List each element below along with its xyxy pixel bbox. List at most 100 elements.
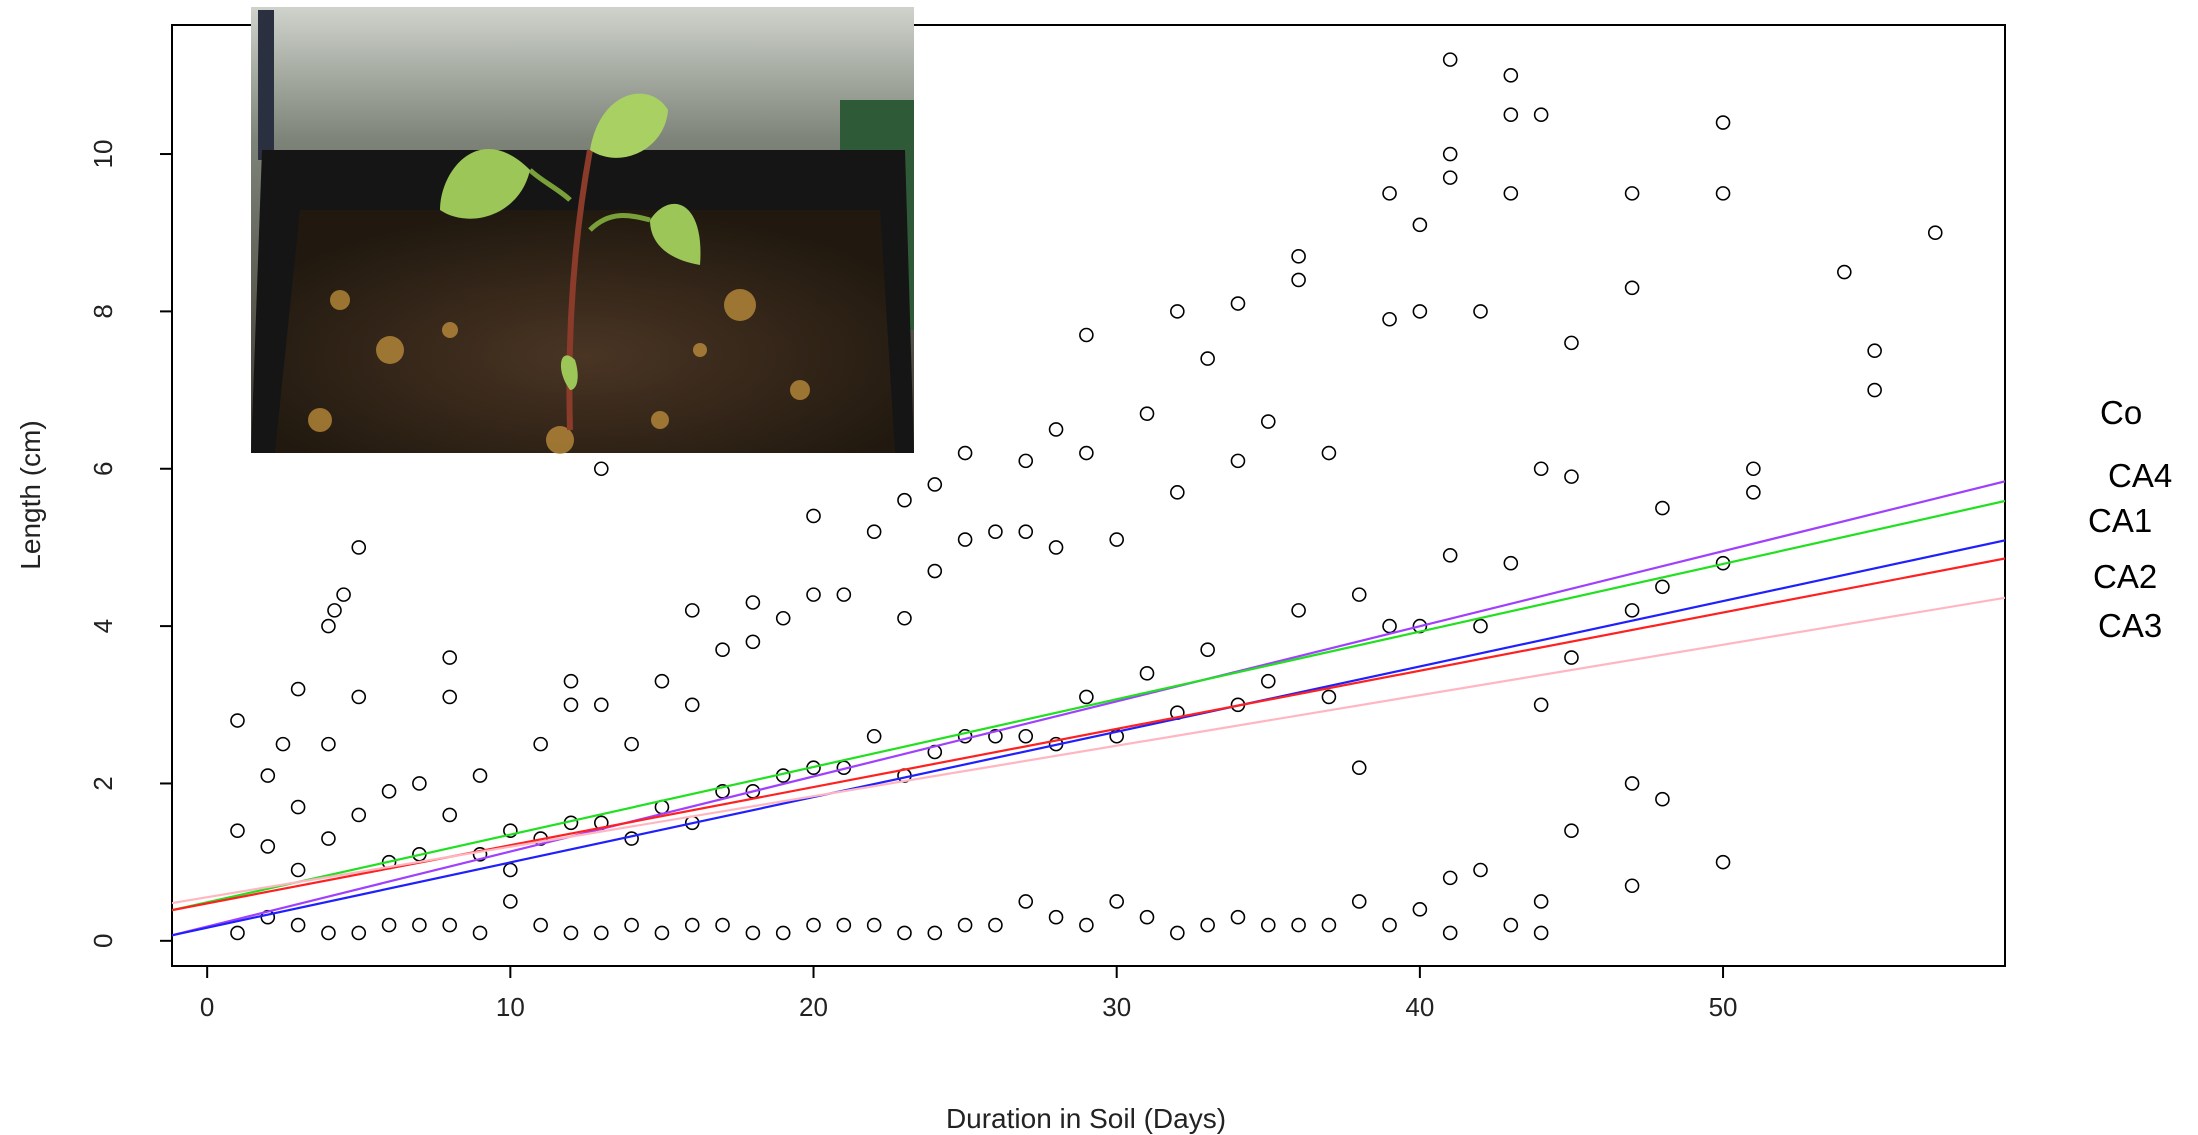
data-point [1503, 68, 1519, 83]
data-point [1139, 666, 1155, 681]
data-point [836, 917, 852, 933]
data-point [1109, 532, 1124, 547]
data-point [321, 831, 336, 846]
data-point [1624, 280, 1640, 296]
x-tick-label: 0 [200, 992, 214, 1022]
data-point [654, 673, 670, 689]
data-point [1715, 854, 1731, 870]
data-point [866, 728, 882, 744]
data-point [1533, 697, 1549, 713]
data-point [1533, 894, 1549, 909]
data-point [1079, 917, 1094, 933]
data-point [1655, 500, 1670, 516]
data-point [624, 917, 639, 933]
y-tick-label: 4 [88, 619, 118, 633]
data-point [1200, 351, 1215, 366]
legend-label: CA1 [2088, 502, 2152, 539]
data-point [866, 524, 882, 539]
data-point [1503, 186, 1519, 201]
y-axis-title: Length (cm) [15, 420, 46, 569]
data-point [1655, 791, 1670, 807]
data-point [866, 917, 882, 933]
legend-label: Co [2100, 394, 2142, 431]
data-point [1018, 524, 1034, 539]
data-point [806, 508, 821, 524]
data-point [1048, 909, 1064, 925]
data-point [1624, 878, 1640, 894]
legend-label: CA4 [2108, 457, 2172, 494]
y-tick-label: 6 [88, 462, 118, 476]
data-point [1321, 689, 1337, 705]
data-point [472, 768, 488, 783]
data-point [1837, 264, 1852, 280]
data-point [1655, 579, 1670, 595]
fit-line [172, 499, 2005, 912]
data-point [1048, 422, 1064, 437]
data-point [1473, 618, 1488, 634]
data-point [897, 610, 912, 626]
data-point [957, 532, 973, 547]
y-tick-label: 2 [88, 776, 118, 790]
data-point [1503, 555, 1519, 571]
data-point [1746, 461, 1761, 477]
data-point [1382, 186, 1397, 201]
data-point [1442, 925, 1458, 941]
data-point [1230, 296, 1246, 311]
data-point [472, 925, 488, 941]
data-point [745, 595, 761, 610]
data-point [1715, 186, 1731, 201]
data-point [593, 461, 609, 477]
data-point [927, 925, 943, 941]
data-point [1351, 760, 1367, 776]
data-point [1351, 587, 1367, 602]
data-point [1624, 186, 1640, 201]
data-point [1018, 453, 1034, 469]
legend-label: CA2 [2093, 558, 2157, 595]
data-point [351, 925, 367, 941]
data-point [897, 492, 912, 508]
data-point [1382, 311, 1397, 327]
data-point [1260, 673, 1276, 689]
data-point [351, 540, 367, 555]
data-point [684, 603, 700, 618]
data-point [260, 839, 276, 854]
data-point [1291, 272, 1306, 288]
data-point [533, 736, 548, 752]
data-point [715, 917, 730, 933]
x-tick-label: 10 [496, 992, 525, 1022]
data-point [1564, 335, 1579, 351]
data-point [1291, 917, 1306, 933]
data-point [1230, 909, 1246, 925]
data-point [715, 642, 730, 658]
data-point [1564, 469, 1579, 484]
data-point [442, 650, 458, 665]
data-point [351, 807, 367, 823]
data-point [836, 587, 852, 602]
data-point [442, 689, 458, 705]
data-point [412, 917, 427, 933]
data-point [1442, 52, 1458, 67]
data-point [1533, 461, 1549, 477]
data-point [1442, 870, 1458, 886]
fit-line [172, 480, 2005, 937]
data-point [1564, 823, 1579, 838]
data-point [1200, 917, 1215, 933]
data-point [1048, 540, 1064, 555]
data-point [533, 917, 548, 933]
data-point [775, 925, 791, 941]
data-point [472, 846, 488, 862]
data-point [684, 917, 700, 933]
data-point [927, 563, 943, 579]
data-point [1260, 917, 1276, 933]
data-point [442, 807, 458, 823]
data-point [260, 768, 276, 783]
data-point [1412, 902, 1428, 917]
data-point [1170, 485, 1185, 500]
data-point [1442, 146, 1458, 162]
data-point [1109, 894, 1124, 909]
data-point [1200, 642, 1215, 658]
data-point [775, 610, 791, 626]
data-point [1018, 728, 1034, 744]
data-point [1260, 414, 1276, 429]
data-point [1139, 909, 1155, 925]
